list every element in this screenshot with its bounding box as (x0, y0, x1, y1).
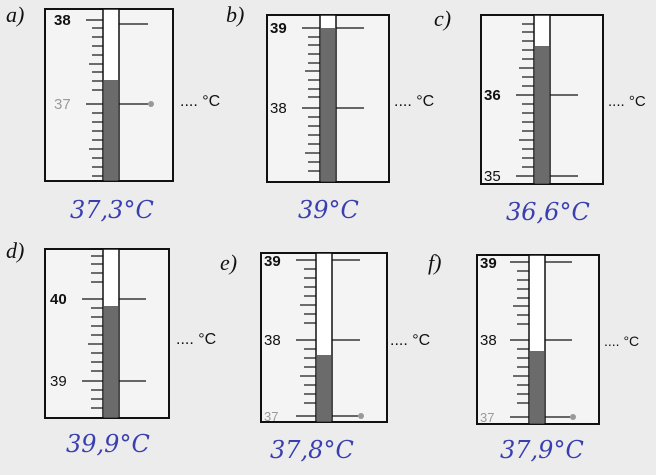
thermometer-c-label-top: 36 (484, 87, 501, 104)
thermometer-e: 39 38 37 (260, 252, 388, 424)
panel-f-letter: f) (428, 250, 442, 275)
panel-a-answer: 37,3°C (70, 196, 154, 224)
panel-d-unit: .... °C (176, 331, 217, 348)
thermometer-d-label-top: 40 (50, 291, 67, 308)
thermometer-f-label-top: 39 (480, 255, 497, 272)
panel-d-answer: 39,9°C (66, 430, 150, 458)
panel-e-unit: .... °C (390, 332, 431, 349)
thermometer-a-marker (148, 101, 154, 107)
thermometer-d: 40 39 (44, 248, 170, 419)
thermometer-a-ticks (86, 19, 148, 177)
panel-a-letter: a) (6, 2, 25, 27)
thermometer-c-mercury (535, 46, 549, 183)
thermometer-b-label-top: 39 (270, 20, 287, 37)
thermometer-f: 39 38 37 (476, 254, 600, 425)
thermometer-b-mercury (321, 28, 335, 181)
panel-b-unit: .... °C (394, 93, 435, 110)
thermometer-a-label-top: 38 (54, 12, 71, 29)
panel-f-answer: 37,9°C (500, 436, 584, 464)
panel-c-unit: .... °C (608, 93, 646, 110)
thermometer-f-mercury (530, 351, 544, 423)
thermometer-a-label-bottom: 37 (54, 96, 71, 113)
thermometer-f-label-bottom: 37 (480, 410, 494, 425)
thermometer-e-label-bottom: 37 (264, 409, 278, 424)
panel-b-answer: 39°C (298, 196, 359, 224)
thermometer-e-label-mid: 38 (264, 332, 281, 349)
thermometer-a: 38 37 (44, 8, 174, 182)
thermometer-b-label-bottom: 38 (270, 100, 287, 117)
panel-e-letter: e) (220, 250, 238, 275)
thermometer-e-label-top: 39 (264, 253, 281, 270)
thermometer-c: 36 35 (480, 14, 604, 185)
panel-f-unit: .... °C (604, 333, 640, 349)
panel-c-answer: 36,6°C (506, 198, 590, 226)
panel-e-answer: 37,8°C (270, 436, 354, 464)
thermometer-c-label-bottom: 35 (484, 168, 501, 185)
thermometer-b: 39 38 (266, 14, 390, 183)
panel-c-letter: c) (434, 6, 452, 31)
thermometer-d-mercury (104, 306, 118, 417)
thermometer-e-mercury (317, 355, 331, 421)
panel-b-letter: b) (226, 2, 245, 27)
panel-a-unit: .... °C (180, 93, 221, 110)
thermometer-d-label-bottom: 39 (50, 373, 67, 390)
thermometer-f-label-mid: 38 (480, 332, 497, 349)
thermometer-a-mercury (104, 80, 118, 180)
panel-d-letter: d) (6, 238, 25, 263)
